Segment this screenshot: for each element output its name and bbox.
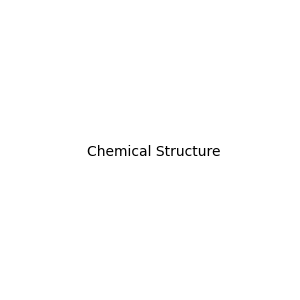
Text: Chemical Structure: Chemical Structure <box>87 145 220 158</box>
